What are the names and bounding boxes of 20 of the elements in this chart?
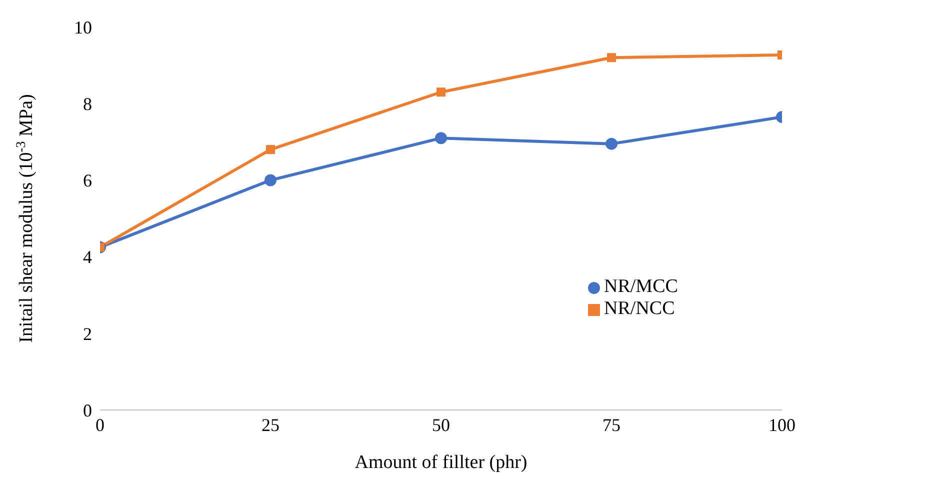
legend-label: NR/NCC [604,298,675,319]
y-tick-label: 10 [74,17,92,38]
y-tick-label: 4 [83,247,92,268]
x-tick-label: 100 [768,414,796,435]
point [264,174,276,186]
y-tick-label: 8 [83,94,92,114]
y-tick-label: 0 [83,400,92,420]
x-tick-label: 25 [262,414,280,435]
x-tick-label: 75 [602,414,620,435]
y-tick-label: 2 [83,324,92,344]
point [435,132,447,144]
x-tick-label: 0 [96,414,104,435]
y-tick-label: 6 [83,170,92,191]
x-axis-title: Amount of fillter (phr) [354,452,528,473]
point [436,88,446,97]
legend-label: NR/MCC [604,276,678,297]
point [606,138,618,150]
point [607,53,616,62]
point [266,145,275,154]
x-tick-label: 50 [432,414,450,435]
